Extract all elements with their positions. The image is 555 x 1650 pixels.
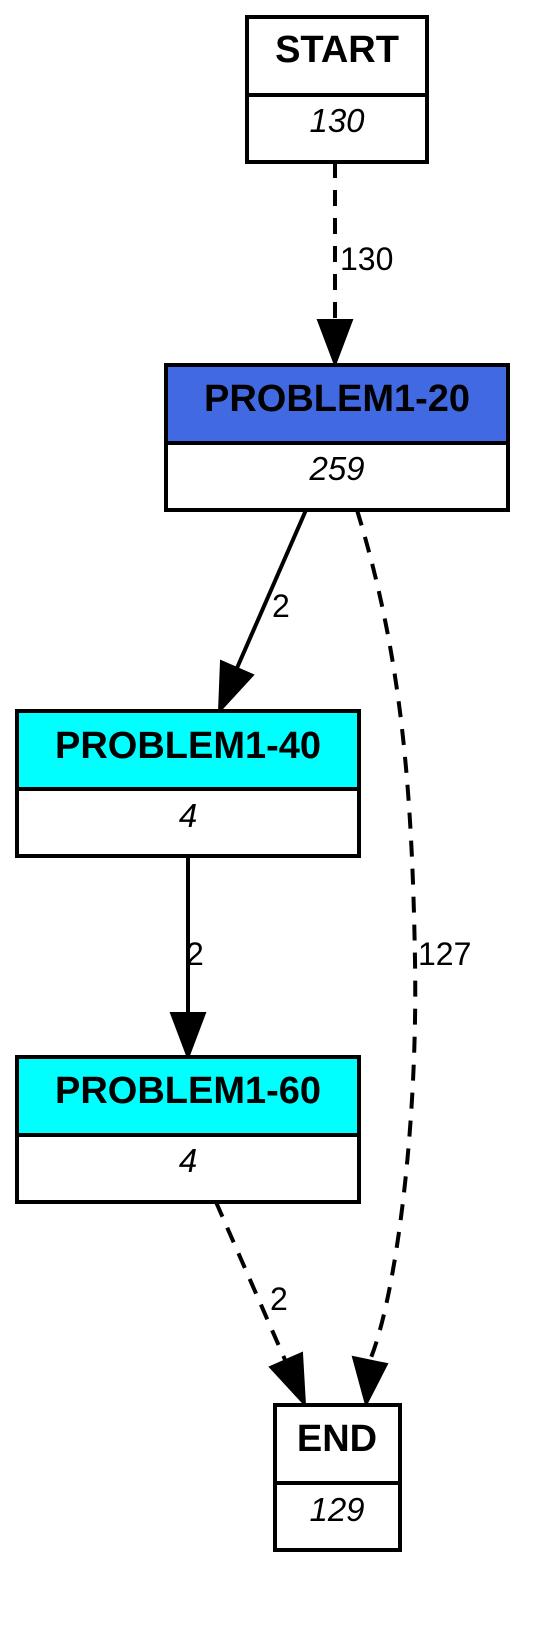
edge-problem1-20-to-problem1-40: 2 bbox=[217, 509, 308, 715]
node-header bbox=[247, 17, 427, 95]
arrowhead-icon bbox=[169, 1012, 207, 1061]
node-problem1-20: PROBLEM1-20 259 bbox=[164, 363, 510, 512]
node-title: PROBLEM1-40 bbox=[55, 725, 321, 767]
arrowhead-icon bbox=[268, 1351, 307, 1408]
node-problem1-60: PROBLEM1-60 4 bbox=[15, 1055, 361, 1204]
node-header bbox=[275, 1405, 400, 1483]
edge-problem1-20-to-end: 127 bbox=[351, 509, 471, 1408]
edge-label-p20-p40: 2 bbox=[272, 588, 290, 624]
edge-label-p40-p60: 2 bbox=[186, 936, 204, 972]
node-count: 4 bbox=[179, 1142, 197, 1179]
edge-label-p20-end: 127 bbox=[418, 936, 471, 972]
node-title: PROBLEM1-20 bbox=[204, 378, 470, 420]
node-problem1-40: PROBLEM1-40 4 bbox=[15, 709, 361, 858]
arrowhead-icon bbox=[217, 659, 255, 715]
edge-start-to-problem1-20: 130 bbox=[316, 162, 393, 368]
node-title: END bbox=[297, 1418, 377, 1460]
node-count: 4 bbox=[179, 797, 197, 834]
edge-label-start-p20: 130 bbox=[340, 241, 393, 277]
edge-label-p60-end: 2 bbox=[270, 1281, 288, 1317]
node-title: PROBLEM1-60 bbox=[55, 1070, 321, 1112]
arrowhead-icon bbox=[316, 319, 354, 368]
node-header bbox=[17, 711, 359, 789]
node-count: 129 bbox=[309, 1491, 364, 1528]
node-title: START bbox=[275, 29, 399, 71]
arrowhead-icon bbox=[351, 1355, 389, 1408]
node-header bbox=[17, 1057, 359, 1135]
node-count: 259 bbox=[308, 450, 364, 487]
edge-problem1-40-to-problem1-60: 2 bbox=[169, 856, 207, 1061]
node-end: END 129 bbox=[273, 1403, 402, 1552]
node-start: START 130 bbox=[245, 15, 429, 164]
edge-problem1-60-to-end: 2 bbox=[214, 1201, 307, 1408]
node-count: 130 bbox=[309, 102, 365, 139]
node-header bbox=[166, 365, 508, 443]
